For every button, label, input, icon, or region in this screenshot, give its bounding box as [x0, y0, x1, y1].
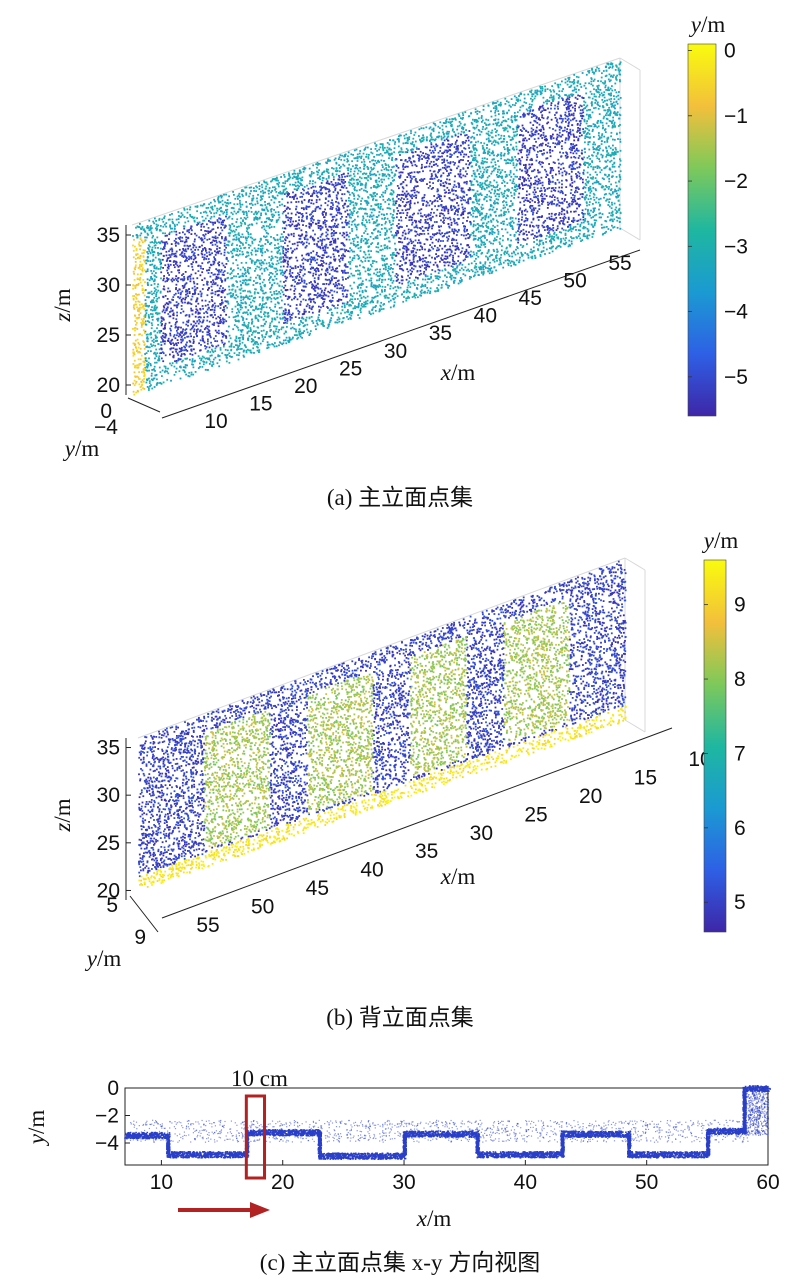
xy-view-chart: 10 20 30 40 50 60 0 −2 −4 y/m x/m 10 cm	[24, 1066, 780, 1231]
grid-line	[137, 557, 626, 739]
arrow-head	[250, 1202, 270, 1218]
y-tick-label: 9	[134, 926, 146, 949]
grid-line	[619, 57, 641, 71]
cb0-colorbar-bar	[687, 43, 717, 417]
front-facade-chart: 35302520z/m10152025303540455055x/m0−4y/m…	[50, 12, 748, 461]
z-tick-label: 30	[97, 784, 120, 807]
back-facade-chart: 35302520z/m55504540353025201510x/m59y/m9…	[50, 528, 746, 971]
cb1-colorbar: 9 8 7 6 5 y/m	[702, 528, 746, 933]
x-tick-label: 10	[150, 1171, 173, 1194]
x-tick-label: 20	[579, 785, 602, 808]
panel-back-facade: 35 30 25 20 z/m 55 50 45 40 35 30 25 20 15 10 x/m 5 9 y/m 9…	[0, 520, 800, 1040]
cb0-colorbar: 0 −1 −2 −3 −4 −5 y/m	[687, 12, 748, 417]
cb1-colorbar-tick-label: 9	[734, 594, 746, 617]
axes-0: 35 30 25 20 z/m 10 15 20 25 30 35 40 45 50 55 x/m 0−4y/m	[50, 224, 641, 461]
y-axis-label: y/m	[85, 946, 122, 971]
y-tick-label: 5	[106, 894, 118, 917]
x-tick-label: 60	[756, 1171, 779, 1194]
x-tick-label: 55	[608, 252, 631, 275]
caption-a: (a) 主立面点集	[0, 478, 800, 512]
z-tick-label: 35	[97, 737, 120, 760]
z-tick-label: 30	[97, 274, 120, 297]
y-tick-label: −4	[94, 416, 118, 439]
x-axis-line	[161, 249, 641, 419]
grid-box-0	[131, 57, 641, 241]
grid-box-1	[137, 557, 646, 739]
x-tick-label: 50	[635, 1171, 658, 1194]
x-tick-label: 40	[360, 859, 383, 882]
cb0-colorbar-tick-label: −4	[724, 301, 748, 324]
cb1-colorbar-tick-label: 8	[734, 668, 746, 691]
x-tick-label: 15	[634, 766, 657, 789]
cb0-colorbar-tick-label: −1	[724, 105, 748, 128]
x-axis-label: x/m	[440, 864, 476, 889]
z-axis-label: z/m	[50, 288, 75, 322]
z-tick-label: 20	[97, 374, 120, 397]
x-axis-label: x/m	[440, 360, 476, 385]
z-axis-label: z/m	[50, 798, 75, 832]
y-tick-label: 0	[100, 400, 112, 423]
y-tick-label: −4	[95, 1132, 119, 1155]
z-tick-label: 20	[97, 879, 120, 902]
x-tick-label: 45	[519, 287, 542, 310]
x-tick-label: 30	[470, 822, 493, 845]
x-tick-label: 30	[384, 340, 407, 363]
x-tick-label: 15	[249, 392, 272, 415]
x-tick-label: 25	[339, 357, 362, 380]
x-tick-label: 25	[524, 803, 547, 826]
y-axis-line	[127, 397, 161, 413]
direction-arrow	[178, 1202, 270, 1218]
grid-line	[624, 719, 646, 733]
cb1-colorbar-tick-label: 6	[734, 817, 746, 840]
grid-line	[624, 557, 646, 571]
grid-line	[131, 57, 621, 226]
x-axis-line	[161, 727, 673, 919]
y-tick-label: 0	[107, 1077, 119, 1100]
cb0-colorbar-title: y/m	[689, 12, 726, 37]
xy-axes: 10 20 30 40 50 60 0 −2 −4 y/m x/m	[24, 1077, 780, 1231]
z-tick-label: 25	[97, 832, 120, 855]
x-tick-label: 45	[306, 877, 329, 900]
x-tick-label: 55	[196, 914, 219, 937]
x-tick-label: 35	[429, 322, 452, 345]
x-tick-label: 40	[474, 305, 497, 328]
annotation-box	[244, 1094, 267, 1180]
x-tick-label: 40	[514, 1171, 537, 1194]
caption-b: (b) 背立面点集	[0, 998, 800, 1032]
x-tick-label: 20	[271, 1171, 294, 1194]
cb0-colorbar-tick-label: 0	[724, 40, 736, 63]
annotation-label: 10 cm	[231, 1066, 288, 1091]
x-tick-label: 35	[415, 840, 438, 863]
y-axis-line	[129, 895, 159, 933]
point-cloud-1	[138, 560, 627, 888]
point-cloud-0	[132, 61, 622, 396]
x-tick-label: 50	[563, 270, 586, 293]
z-tick-label: 35	[97, 224, 120, 247]
y-axis-label: y/m	[63, 436, 100, 461]
panel-front-facade: 35 30 25 20 z/m 10 15 20 25 30 35 40 45 50 55 x/m 0 −4 y/m…	[0, 0, 800, 520]
y-tick-label: −2	[95, 1105, 119, 1128]
x-tick-label: 30	[392, 1171, 415, 1194]
cb0-colorbar-tick-label: −5	[724, 366, 748, 389]
cb0-colorbar-tick-label: −3	[724, 235, 748, 258]
x-tick-label: 20	[294, 375, 317, 398]
cb0-colorbar-tick-label: −2	[724, 170, 748, 193]
cb1-colorbar-tick-label: 7	[734, 742, 746, 765]
grid-line	[619, 227, 641, 241]
x-tick-label: 10	[204, 410, 227, 433]
xy-point-cloud	[124, 1085, 771, 1160]
x-tick-label: 50	[251, 896, 274, 919]
cb1-colorbar-title: y/m	[702, 528, 739, 553]
cb1-colorbar-tick-label: 5	[734, 891, 746, 914]
z-tick-label: 25	[97, 324, 120, 347]
x-axis-label: x/m	[416, 1206, 452, 1231]
y-axis-label: y/m	[24, 1110, 49, 1147]
cb1-colorbar-bar	[703, 559, 727, 933]
caption-c: (c) 主立面点集 x-y 方向视图	[0, 1243, 800, 1277]
panel-xy-view: 10 20 30 40 50 60 0 −2 −4 y/m x/m 10 cm (c) 主立面点集 x…	[0, 1040, 800, 1283]
